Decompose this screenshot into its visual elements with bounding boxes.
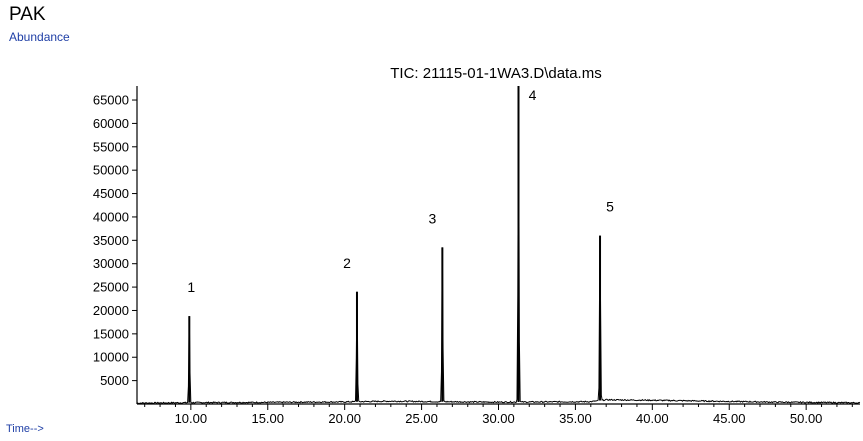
x-tick-label: 40.00 <box>636 411 669 426</box>
peak-label-3: 3 <box>428 210 436 226</box>
chart-title: TIC: 21115-01-1WA3.D\data.ms <box>390 65 601 82</box>
page-title: PAK <box>9 4 46 25</box>
tic-trace-line <box>136 85 861 405</box>
y-tick-label: 60000 <box>93 116 129 131</box>
y-tick-label: 65000 <box>93 93 129 108</box>
y-tick-label: 20000 <box>93 303 129 318</box>
peak-label-5: 5 <box>606 199 614 215</box>
y-axis-caption: Abundance <box>9 30 70 44</box>
x-tick-label: 50.00 <box>790 411 823 426</box>
y-tick-label: 10000 <box>93 350 129 365</box>
peak-labels: 1 2 3 4 5 <box>187 87 614 295</box>
x-tick-label: 20.00 <box>328 411 361 426</box>
peak-label-4: 4 <box>529 87 537 103</box>
y-tick-label: 45000 <box>93 186 129 201</box>
x-tick-label: 35.00 <box>559 411 592 426</box>
y-tick-label: 25000 <box>93 280 129 295</box>
x-tick-label: 25.00 <box>405 411 438 426</box>
y-tick-label: 50000 <box>93 163 129 178</box>
peak-label-1: 1 <box>187 279 195 295</box>
y-tick-label: 15000 <box>93 326 129 341</box>
peak-label-2: 2 <box>343 255 351 271</box>
y-tick-label: 40000 <box>93 209 129 224</box>
y-tick-label: 5000 <box>100 373 129 388</box>
x-tick-label: 15.00 <box>251 411 284 426</box>
x-tick-label: 30.00 <box>482 411 515 426</box>
chart-axes <box>136 86 860 405</box>
x-tick-label: 45.00 <box>713 411 746 426</box>
tic-trace <box>136 85 861 405</box>
y-axis-ticks: 5000 10000 15000 20000 25000 30000 35000 40000 4… <box>93 93 137 388</box>
y-tick-label: 35000 <box>93 233 129 248</box>
y-tick-label: 55000 <box>93 139 129 154</box>
x-axis-caption: Time--> <box>6 423 44 435</box>
y-tick-label: 30000 <box>93 256 129 271</box>
x-axis-ticks: 10.00 15.00 20.00 25.00 30.00 35.00 40.00 45.00… <box>144 404 853 426</box>
x-tick-label: 10.00 <box>175 411 208 426</box>
